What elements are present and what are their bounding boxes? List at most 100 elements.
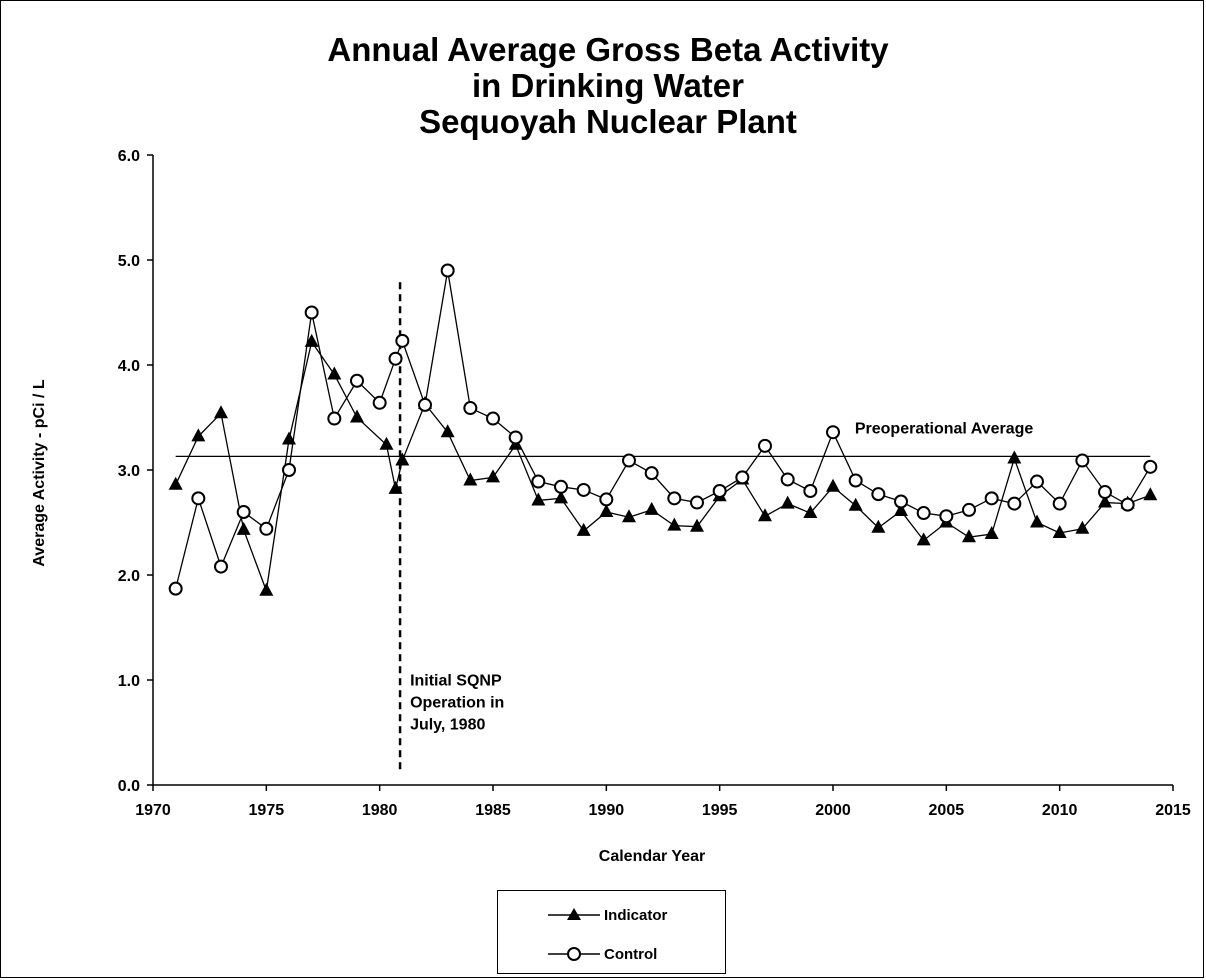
indicator-data-point bbox=[1098, 494, 1112, 508]
title-line-2: in Drinking Water bbox=[472, 67, 744, 104]
control-data-point bbox=[1143, 459, 1158, 474]
indicator-data-point bbox=[576, 522, 591, 536]
indicator-data-point bbox=[1007, 450, 1022, 464]
indicator-data-point bbox=[282, 431, 296, 445]
control-data-point bbox=[1030, 474, 1044, 489]
x-tick-label: 1995 bbox=[702, 802, 738, 819]
control-data-point bbox=[236, 505, 251, 519]
control-data-point bbox=[531, 474, 546, 489]
indicator-data-point bbox=[554, 490, 568, 504]
control-data-point bbox=[282, 463, 296, 477]
indicator-data-point bbox=[440, 424, 455, 438]
indicator-data-point bbox=[191, 428, 206, 442]
indicator-series-line bbox=[175, 340, 1151, 591]
control-data-point bbox=[372, 395, 387, 410]
series-group bbox=[168, 263, 1158, 596]
y-axis-label: Average Activity - pCi / L bbox=[31, 379, 48, 567]
indicator-data-point bbox=[871, 519, 886, 533]
y-tick-label: 4.0 bbox=[118, 358, 140, 375]
control-data-point bbox=[712, 484, 727, 498]
indicator-data-point bbox=[463, 472, 478, 486]
control-data-point bbox=[939, 509, 954, 524]
control-data-point bbox=[1098, 485, 1112, 500]
indicator-data-point bbox=[1030, 514, 1044, 528]
indicator-data-point bbox=[780, 495, 795, 509]
y-tick-label: 6.0 bbox=[118, 148, 140, 165]
control-data-point bbox=[1052, 496, 1067, 511]
control-data-point bbox=[259, 521, 274, 536]
y-tick-label: 5.0 bbox=[118, 253, 140, 270]
indicator-data-point bbox=[984, 526, 999, 540]
title-line-1: Annual Average Gross Beta Activity bbox=[327, 31, 889, 68]
control-data-point bbox=[894, 494, 908, 509]
control-data-point bbox=[395, 333, 410, 348]
control-data-point bbox=[644, 466, 659, 481]
control-data-point bbox=[168, 581, 183, 596]
title-line-3: Sequoyah Nuclear Plant bbox=[419, 103, 797, 140]
event-label-line: July, 1980 bbox=[410, 716, 485, 733]
control-data-point bbox=[622, 453, 636, 468]
control-data-point bbox=[214, 559, 228, 574]
indicator-data-point bbox=[894, 502, 908, 516]
control-data-point bbox=[327, 411, 342, 426]
indicator-data-point bbox=[395, 452, 410, 466]
control-data-point bbox=[735, 470, 750, 485]
y-tick-label: 0.0 bbox=[118, 778, 140, 795]
axes: 1970 1975 1980 1985 1990 1995 2000 2005 2010 2015… bbox=[118, 148, 1191, 819]
indicator-data-point bbox=[350, 409, 364, 423]
control-data-point bbox=[1007, 496, 1022, 511]
event-label-line: Initial SQNP bbox=[410, 672, 502, 689]
legend-item-indicator: Indicator bbox=[546, 903, 667, 927]
control-data-point bbox=[1120, 497, 1135, 512]
legend-label-control: Control bbox=[604, 945, 658, 963]
control-data-point bbox=[871, 487, 886, 502]
control-data-point bbox=[758, 438, 772, 453]
indicator-data-point bbox=[1052, 525, 1067, 538]
indicator-data-point bbox=[214, 405, 228, 419]
control-data-point bbox=[803, 484, 818, 498]
control-data-point bbox=[962, 502, 976, 517]
control-data-point bbox=[304, 305, 319, 320]
x-tick-label: 2005 bbox=[929, 802, 965, 819]
legend: Indicator Control bbox=[497, 890, 726, 974]
event-line-group: Initial SQNP Operation in July, 1980 bbox=[398, 281, 504, 770]
control-data-point bbox=[667, 491, 682, 506]
control-data-point bbox=[1075, 453, 1090, 468]
control-data-point bbox=[350, 373, 364, 388]
indicator-legend-marker bbox=[548, 908, 600, 920]
preoperational-average-label: Preoperational Average bbox=[855, 420, 1034, 437]
control-data-point bbox=[191, 491, 206, 506]
x-tick-label: 1975 bbox=[249, 802, 285, 819]
control-data-point bbox=[508, 430, 523, 445]
x-tick-label: 2000 bbox=[815, 802, 851, 819]
indicator-data-point bbox=[644, 501, 659, 515]
indicator-data-point bbox=[327, 366, 342, 380]
indicator-data-point bbox=[690, 518, 704, 532]
indicator-data-point bbox=[531, 492, 546, 506]
indicator-data-point bbox=[667, 517, 682, 531]
indicator-data-point bbox=[962, 529, 976, 543]
indicator-data-point bbox=[379, 436, 394, 450]
control-legend-marker bbox=[548, 947, 600, 961]
control-data-point bbox=[576, 482, 591, 497]
x-tick-label: 2015 bbox=[1155, 802, 1191, 819]
x-tick-label: 2010 bbox=[1042, 802, 1078, 819]
control-data-point bbox=[848, 473, 863, 488]
x-tick-label: 1990 bbox=[589, 802, 625, 819]
indicator-data-point bbox=[758, 508, 772, 522]
x-tick-label: 1970 bbox=[135, 802, 171, 819]
indicator-data-point bbox=[622, 509, 636, 523]
control-data-point bbox=[418, 397, 432, 412]
y-tick-label: 3.0 bbox=[118, 463, 140, 480]
x-tick-label: 1980 bbox=[362, 802, 398, 819]
x-tick-label: 1985 bbox=[475, 802, 511, 819]
control-data-point bbox=[780, 472, 795, 487]
event-label-line: Operation in bbox=[410, 694, 504, 711]
indicator-data-point bbox=[1143, 487, 1158, 501]
control-data-point bbox=[463, 401, 478, 416]
y-tick-label: 1.0 bbox=[118, 673, 140, 690]
control-data-point bbox=[826, 425, 840, 440]
x-axis-label: Calendar Year bbox=[599, 848, 705, 865]
control-data-point bbox=[599, 492, 614, 507]
